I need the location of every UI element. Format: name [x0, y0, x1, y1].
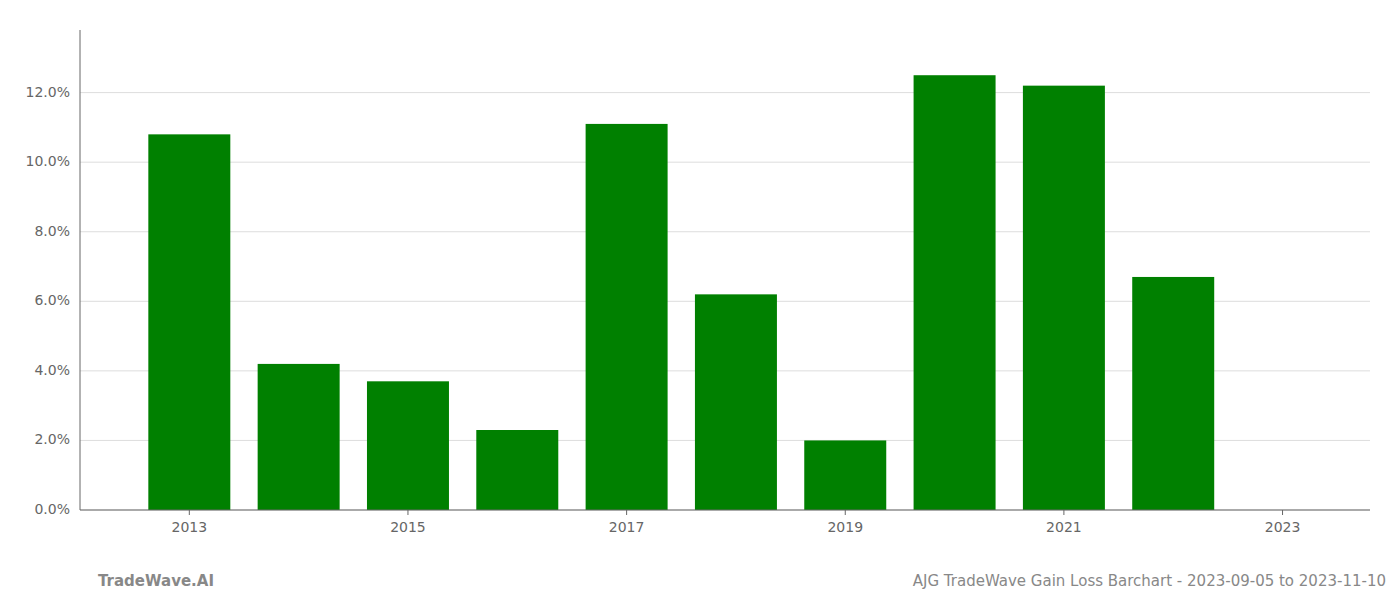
- grid-line: [80, 231, 1370, 232]
- grid-line: [80, 510, 1370, 511]
- bar: [804, 440, 886, 510]
- y-tick-label: 4.0%: [34, 362, 70, 378]
- x-axis-line: [80, 510, 1370, 511]
- x-tick-label: 2017: [609, 519, 645, 535]
- bar: [148, 134, 230, 510]
- bar: [914, 75, 996, 510]
- x-tick: [845, 510, 846, 515]
- grid-line: [80, 162, 1370, 163]
- chart: 0.0%2.0%4.0%6.0%8.0%10.0%12.0%2013201520…: [0, 0, 1400, 600]
- x-tick-label: 2015: [390, 519, 426, 535]
- y-axis-line: [80, 30, 81, 510]
- bar: [695, 294, 777, 510]
- y-tick-label: 10.0%: [26, 153, 70, 169]
- bar: [586, 124, 668, 510]
- x-tick-label: 2023: [1265, 519, 1301, 535]
- x-tick: [189, 510, 190, 515]
- x-tick-label: 2019: [827, 519, 863, 535]
- y-tick-label: 8.0%: [34, 223, 70, 239]
- x-axis: 2013 2015 2017 2019 2021 2023: [172, 510, 1301, 535]
- x-tick-label: 2021: [1046, 519, 1082, 535]
- bar: [476, 430, 558, 510]
- y-tick-label: 12.0%: [26, 84, 70, 100]
- grid-line: [80, 92, 1370, 93]
- bar: [258, 364, 340, 510]
- y-tick-label: 6.0%: [34, 292, 70, 308]
- bars: [148, 75, 1214, 510]
- y-axis: 0.0% 2.0% 4.0% 6.0% 8.0% 10.0% 12.0%: [26, 84, 1370, 517]
- y-tick-label: 2.0%: [34, 431, 70, 447]
- x-tick: [1063, 510, 1064, 515]
- bar: [1132, 277, 1214, 510]
- bar: [367, 381, 449, 510]
- y-tick-label: 0.0%: [34, 501, 70, 517]
- footer-left: TradeWave.AI: [98, 572, 214, 590]
- x-tick: [407, 510, 408, 515]
- x-tick: [1282, 510, 1283, 515]
- bar: [1023, 86, 1105, 510]
- x-tick: [626, 510, 627, 515]
- x-tick-label: 2013: [172, 519, 208, 535]
- footer-right: AJG TradeWave Gain Loss Barchart - 2023-…: [913, 572, 1386, 590]
- chart-container: 0.0%2.0%4.0%6.0%8.0%10.0%12.0%2013201520…: [0, 0, 1400, 600]
